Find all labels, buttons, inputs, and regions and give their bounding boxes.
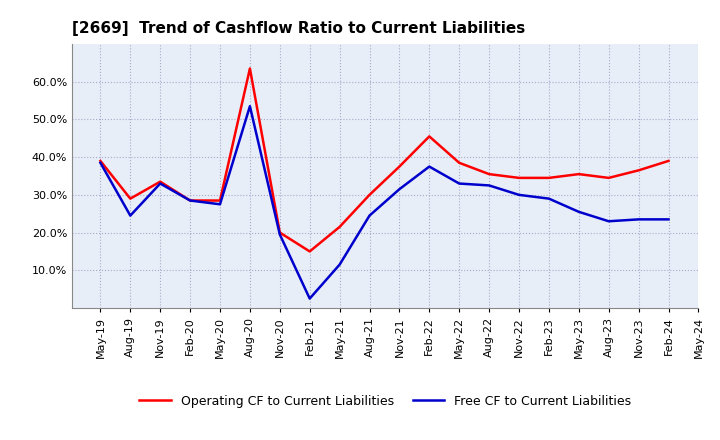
Operating CF to Current Liabilities (276, 230, 284, 235)
Operating CF to Current Liabilities (455, 160, 464, 165)
Operating CF to Current Liabilities (246, 66, 254, 71)
Operating CF to Current Liabilities (126, 196, 135, 201)
Free CF to Current Liabilities (186, 198, 194, 203)
Operating CF to Current Liabilities (336, 224, 344, 230)
Operating CF to Current Liabilities (664, 158, 672, 164)
Operating CF to Current Liabilities (96, 158, 104, 164)
Operating CF to Current Liabilities (216, 198, 225, 203)
Operating CF to Current Liabilities (365, 192, 374, 198)
Free CF to Current Liabilities (664, 217, 672, 222)
Line: Operating CF to Current Liabilities: Operating CF to Current Liabilities (100, 69, 668, 251)
Free CF to Current Liabilities (365, 213, 374, 218)
Operating CF to Current Liabilities (425, 134, 433, 139)
Free CF to Current Liabilities (455, 181, 464, 186)
Free CF to Current Liabilities (216, 202, 225, 207)
Free CF to Current Liabilities (276, 232, 284, 237)
Free CF to Current Liabilities (156, 181, 165, 186)
Free CF to Current Liabilities (395, 187, 404, 192)
Operating CF to Current Liabilities (575, 172, 583, 177)
Legend: Operating CF to Current Liabilities, Free CF to Current Liabilities: Operating CF to Current Liabilities, Fre… (135, 390, 636, 413)
Free CF to Current Liabilities (126, 213, 135, 218)
Operating CF to Current Liabilities (604, 175, 613, 180)
Operating CF to Current Liabilities (395, 164, 404, 169)
Free CF to Current Liabilities (305, 296, 314, 301)
Operating CF to Current Liabilities (305, 249, 314, 254)
Text: [2669]  Trend of Cashflow Ratio to Current Liabilities: [2669] Trend of Cashflow Ratio to Curren… (72, 21, 526, 36)
Free CF to Current Liabilities (246, 103, 254, 109)
Operating CF to Current Liabilities (156, 179, 165, 184)
Free CF to Current Liabilities (515, 192, 523, 198)
Free CF to Current Liabilities (544, 196, 553, 201)
Free CF to Current Liabilities (575, 209, 583, 214)
Free CF to Current Liabilities (336, 262, 344, 267)
Operating CF to Current Liabilities (186, 198, 194, 203)
Free CF to Current Liabilities (634, 217, 643, 222)
Free CF to Current Liabilities (485, 183, 493, 188)
Free CF to Current Liabilities (604, 219, 613, 224)
Operating CF to Current Liabilities (515, 175, 523, 180)
Operating CF to Current Liabilities (544, 175, 553, 180)
Free CF to Current Liabilities (425, 164, 433, 169)
Free CF to Current Liabilities (96, 160, 104, 165)
Operating CF to Current Liabilities (485, 172, 493, 177)
Line: Free CF to Current Liabilities: Free CF to Current Liabilities (100, 106, 668, 299)
Operating CF to Current Liabilities (634, 168, 643, 173)
